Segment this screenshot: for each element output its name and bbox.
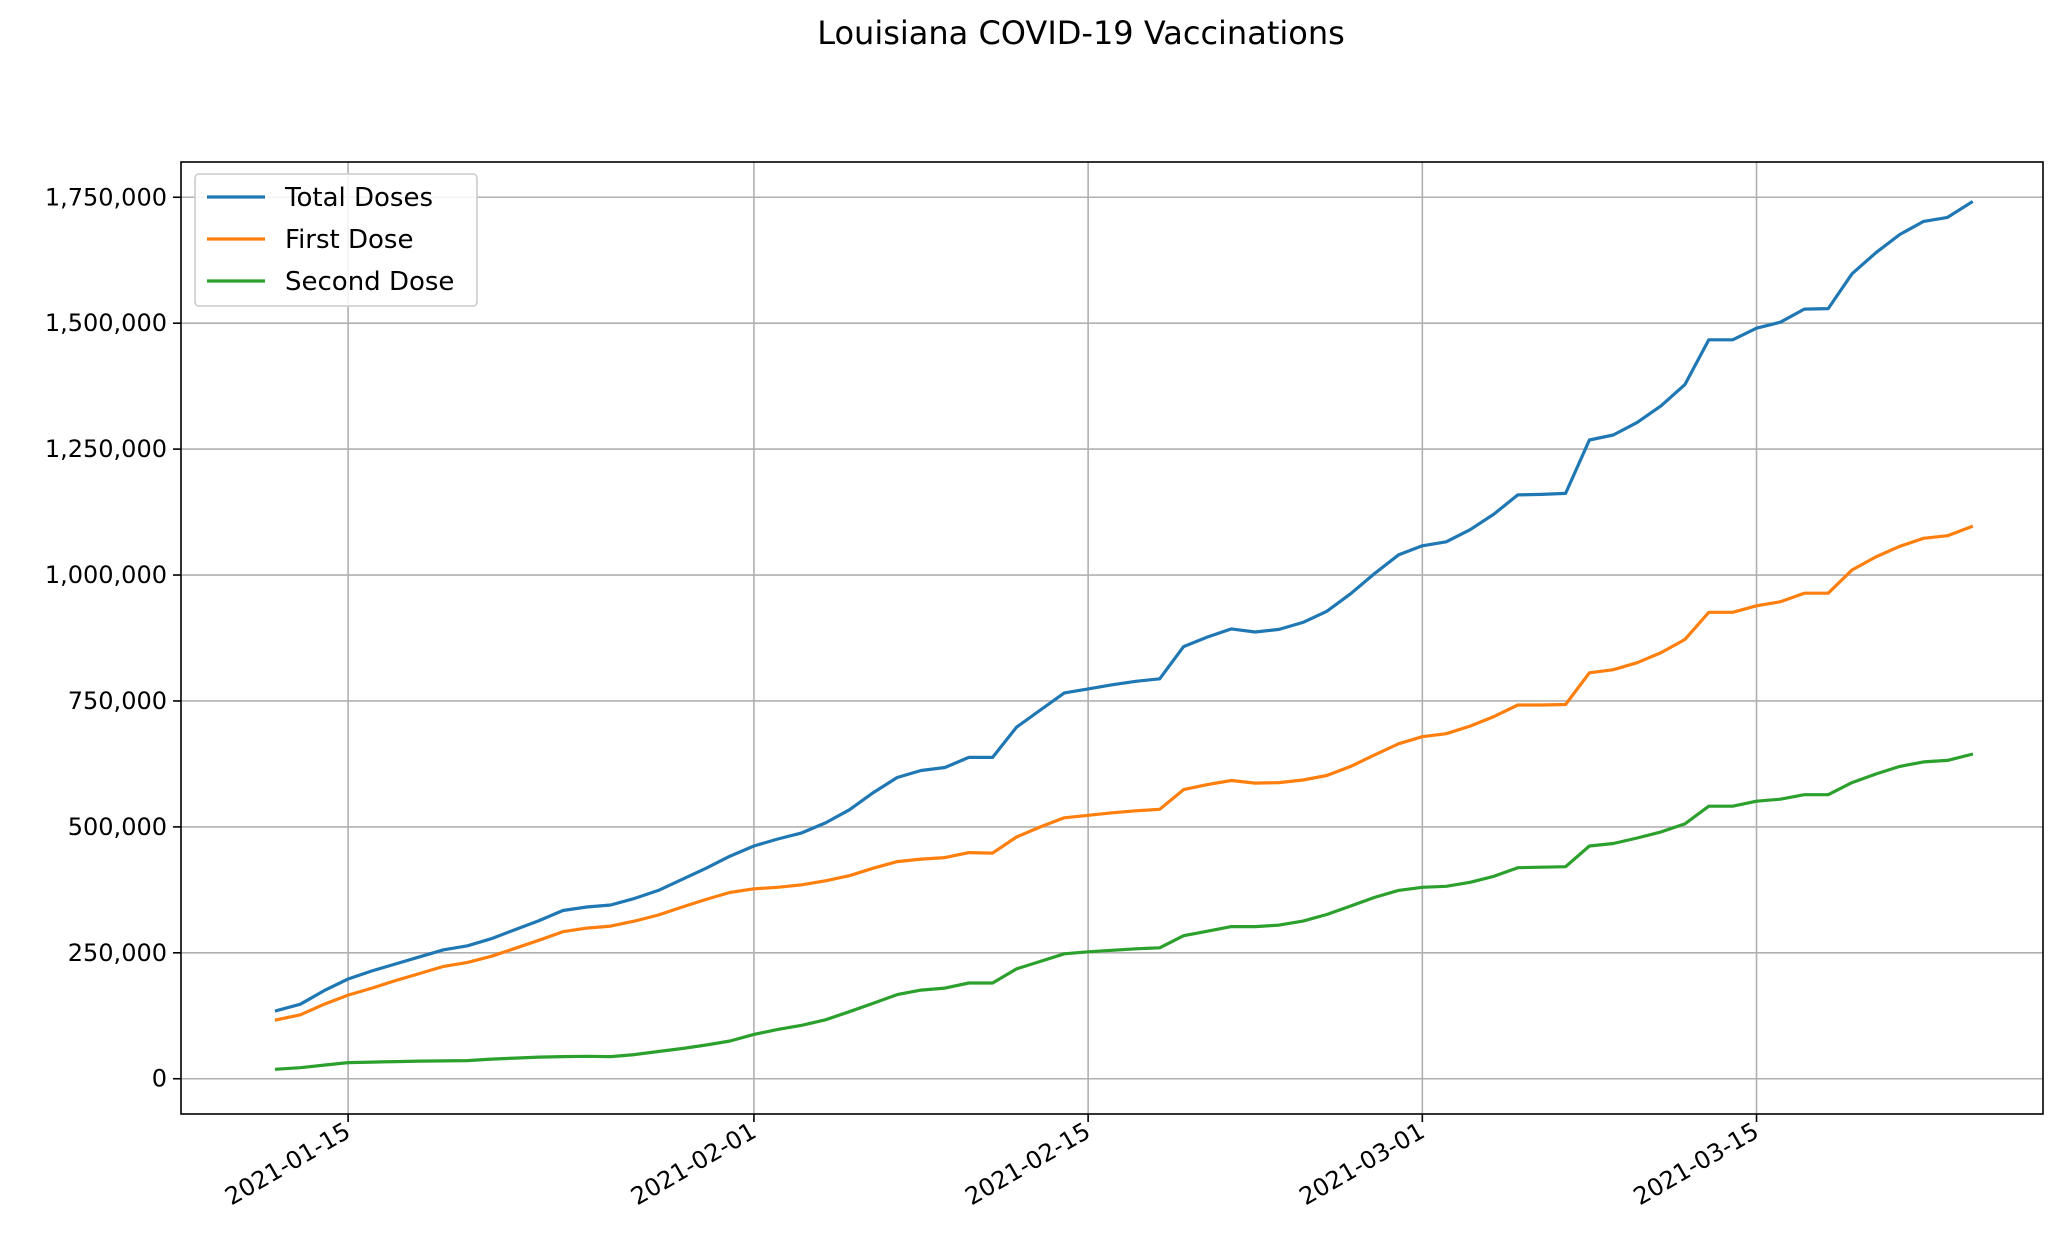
series-lines	[274, 200, 1974, 1071]
plot-frame	[180, 161, 2044, 1115]
legend: Total Doses First Dose Second Dose	[194, 173, 478, 307]
series-line-total-doses	[274, 200, 1974, 1013]
y-tick-label: 1,500,000	[45, 309, 167, 337]
grid	[181, 162, 2043, 1114]
y-tick-label: 500,000	[68, 813, 167, 841]
legend-label-total-doses: Total Doses	[284, 183, 433, 213]
legend-label-first-dose: First Dose	[285, 225, 413, 255]
legend-box	[194, 173, 478, 307]
y-tick-label: 1,750,000	[45, 183, 167, 211]
y-tick-label: 750,000	[68, 687, 167, 715]
y-tick-label: 1,250,000	[45, 435, 167, 463]
y-tick-label: 0	[152, 1065, 167, 1093]
legend-label-second-dose: Second Dose	[285, 267, 454, 297]
series-line-second-dose	[274, 752, 1974, 1071]
y-tick-label: 250,000	[68, 939, 167, 967]
y-tick-label: 1,000,000	[45, 561, 167, 589]
series-line-first-dose	[274, 524, 1974, 1022]
chart-title: Louisiana COVID-19 Vaccinations	[817, 14, 1345, 52]
